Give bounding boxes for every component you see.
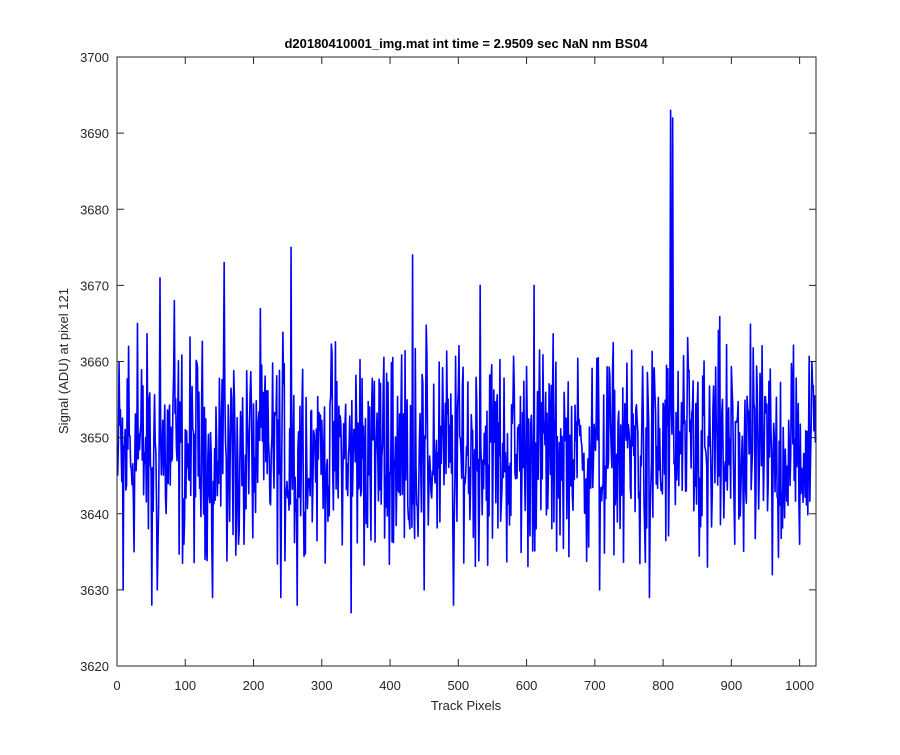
y-tick-label: 3650 bbox=[80, 431, 109, 446]
x-tick-label: 0 bbox=[113, 678, 120, 693]
x-axis-label: Track Pixels bbox=[431, 698, 502, 713]
y-tick-label: 3640 bbox=[80, 507, 109, 522]
y-tick-label: 3700 bbox=[80, 50, 109, 65]
ticks-layer: 0 100 200 300 400 500 600 700 800 900 1000 3620 3630… bbox=[80, 50, 816, 693]
x-tick-label: 900 bbox=[721, 678, 743, 693]
y-tick-label: 3670 bbox=[80, 278, 109, 293]
y-tick-label: 3630 bbox=[80, 583, 109, 598]
x-tick-label: 500 bbox=[447, 678, 469, 693]
x-tick-label: 400 bbox=[379, 678, 401, 693]
x-tick-label: 1000 bbox=[785, 678, 814, 693]
plot-area bbox=[117, 57, 816, 666]
x-tick-label: 300 bbox=[311, 678, 333, 693]
x-tick-label: 200 bbox=[243, 678, 265, 693]
chart-title: d20180410001_img.mat int time = 2.9509 s… bbox=[284, 36, 648, 51]
x-tick-label: 700 bbox=[584, 678, 606, 693]
y-tick-label: 3620 bbox=[80, 659, 109, 674]
x-tick-label: 600 bbox=[516, 678, 538, 693]
series-layer bbox=[116, 109, 817, 614]
y-axis-label: Signal (ADU) at pixel 121 bbox=[56, 288, 71, 434]
x-tick-label: 100 bbox=[174, 678, 196, 693]
y-tick-label: 3660 bbox=[80, 355, 109, 370]
series-line bbox=[116, 109, 817, 614]
x-tick-label: 800 bbox=[652, 678, 674, 693]
y-tick-label: 3680 bbox=[80, 202, 109, 217]
y-tick-label: 3690 bbox=[80, 126, 109, 141]
